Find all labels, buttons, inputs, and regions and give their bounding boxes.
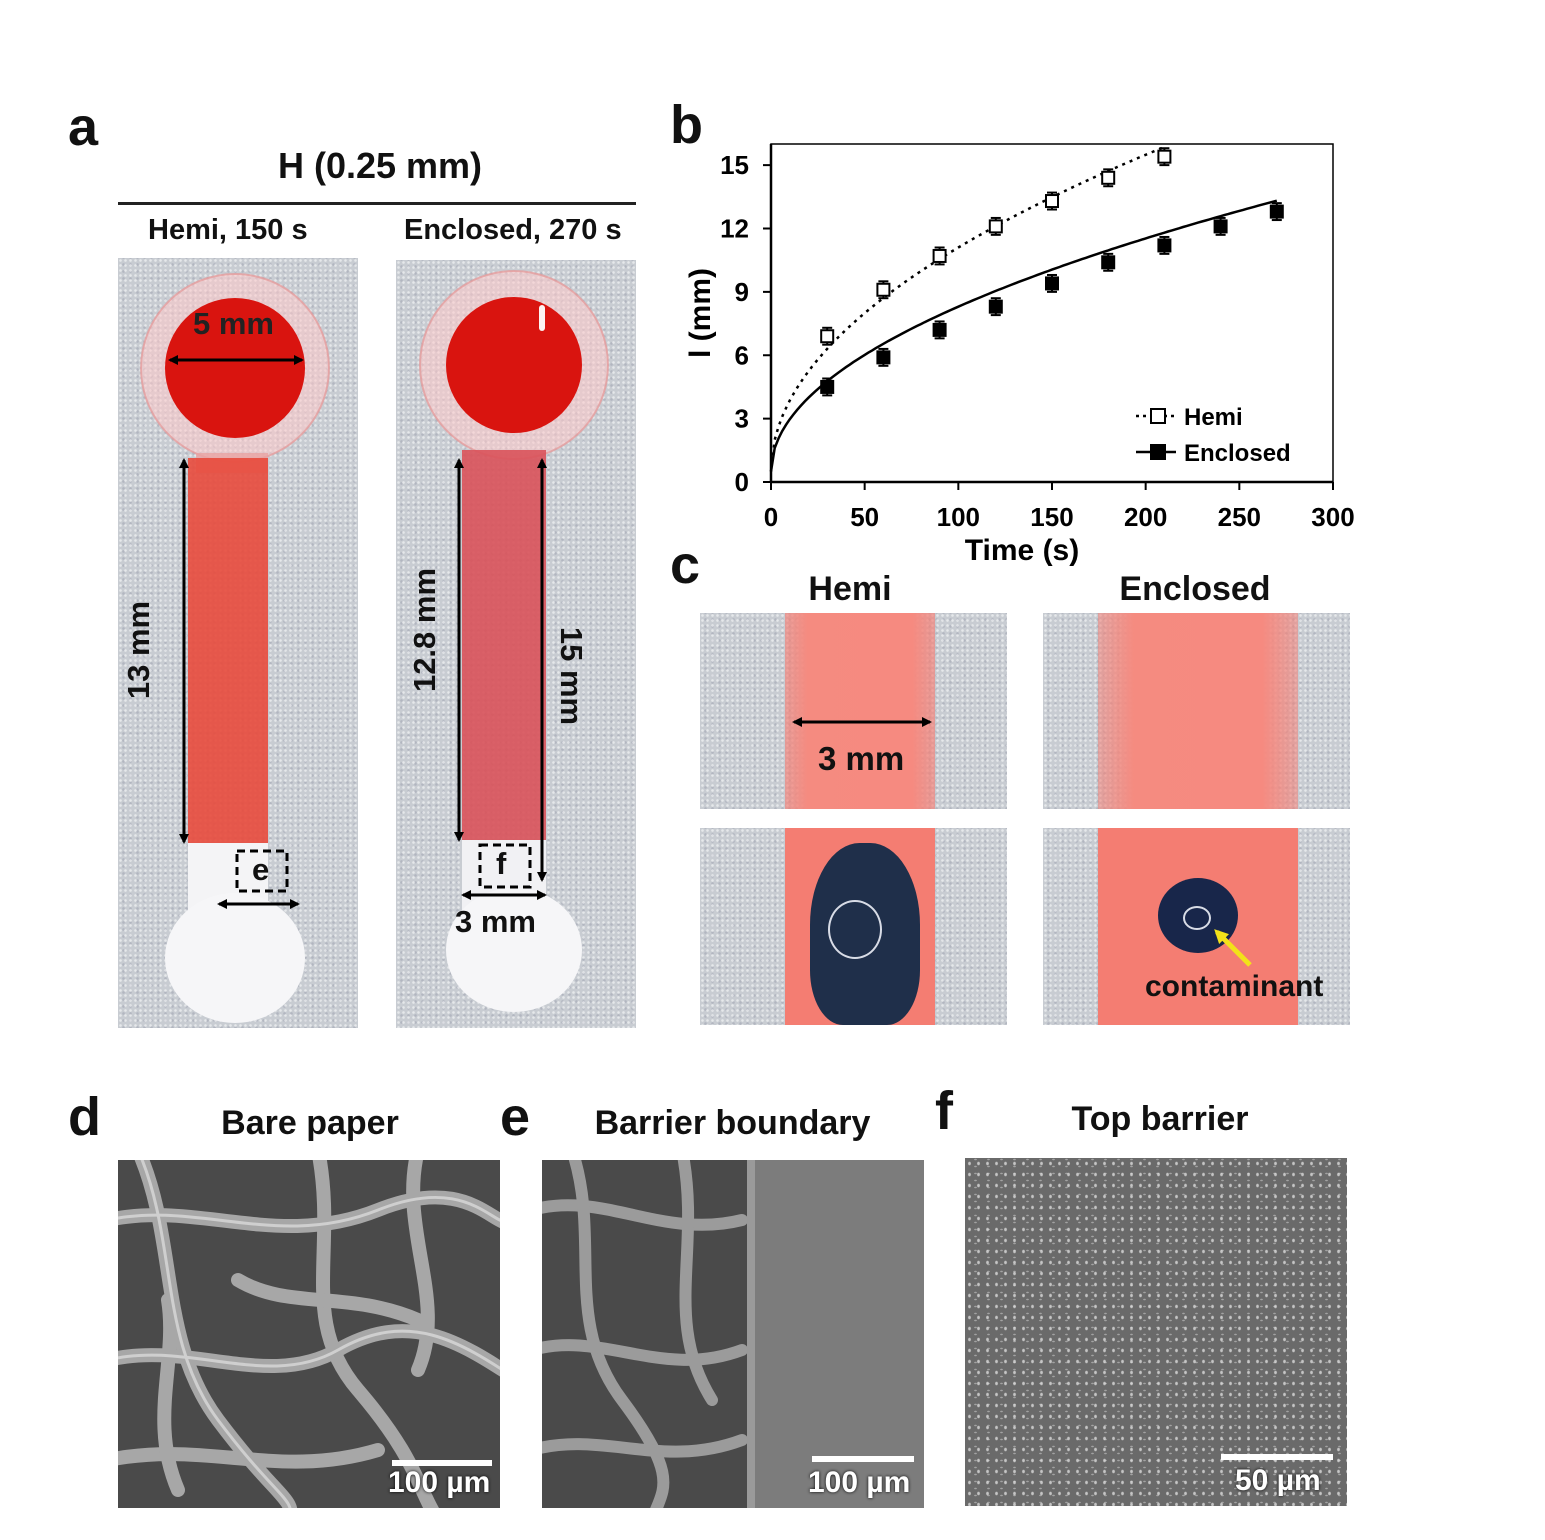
x-tick-label: 200	[1124, 502, 1167, 532]
fit-line-enclosed	[769, 199, 1278, 472]
enclosed-contaminant-photo	[1043, 828, 1350, 1025]
panel-f-letter: f	[935, 1081, 953, 1141]
y-tick-label: 15	[720, 150, 749, 180]
legend-label-enclosed: Enclosed	[1184, 440, 1291, 467]
enclosed-channel-photo	[1043, 613, 1350, 809]
legend-label-hemi: Hemi	[1184, 404, 1243, 431]
y-tick-label: 3	[735, 404, 749, 434]
sem-barrier-boundary: 100 µm	[542, 1160, 924, 1508]
box-label-f: f	[496, 846, 507, 881]
panel-c-enclosed-title: Enclosed	[1119, 570, 1271, 608]
x-tick-label: 250	[1218, 502, 1261, 532]
sem-top-barrier: 50 µm	[965, 1158, 1347, 1506]
point-enclosed	[876, 350, 891, 365]
panel-e-title: Barrier boundary	[594, 1104, 871, 1142]
scale-bar-f	[1221, 1454, 1333, 1460]
panel-c-hemi-title: Hemi	[808, 570, 892, 608]
panel-c-width-label: 3 mm	[818, 740, 905, 777]
scale-label-f: 50 µm	[1235, 1464, 1321, 1497]
hemi-device-photo	[118, 258, 358, 1028]
sem-boundary-drawing	[542, 1160, 924, 1508]
panel-f-title: Top barrier	[1071, 1100, 1249, 1138]
box-label-e: e	[252, 852, 270, 887]
point-enclosed	[1157, 238, 1172, 253]
y-tick-label: 0	[735, 467, 749, 497]
y-tick-label: 6	[735, 340, 749, 370]
panel-e-letter: e	[500, 1087, 531, 1147]
panel-a-header-rule	[118, 202, 636, 205]
point-enclosed	[1213, 219, 1228, 234]
x-tick-label: 50	[850, 502, 879, 532]
dim-label-12-8mm: 12.8 mm	[407, 567, 442, 693]
y-axis-label: l (mm)	[684, 268, 717, 358]
point-enclosed	[820, 379, 835, 394]
point-enclosed	[1101, 255, 1116, 270]
panel-b-letter: b	[670, 95, 703, 155]
point-enclosed	[1269, 204, 1284, 219]
point-enclosed	[988, 299, 1003, 314]
x-tick-label: 150	[1030, 502, 1073, 532]
point-hemi	[1157, 149, 1172, 164]
dim-label-13mm: 13 mm	[121, 600, 156, 700]
panel-a-left-title: Hemi, 150 s	[148, 214, 308, 246]
point-hemi	[876, 282, 891, 297]
point-hemi	[988, 219, 1003, 234]
point-hemi	[1045, 194, 1059, 209]
scale-bar-e	[812, 1456, 914, 1462]
sem-fibers-drawing	[118, 1160, 500, 1508]
scale-label-e: 100 µm	[808, 1466, 911, 1499]
panel-a-right-title: Enclosed, 270 s	[404, 214, 622, 246]
scale-bar-d	[392, 1460, 492, 1466]
dim-label-15mm: 15 mm	[554, 626, 589, 726]
dim-label-3mm: 3 mm	[455, 904, 536, 939]
hemi-channel-photo	[700, 613, 1007, 809]
point-hemi	[1101, 170, 1116, 185]
legend-marker-hemi	[1150, 408, 1166, 424]
point-hemi	[820, 329, 835, 344]
x-tick-label: 0	[764, 502, 778, 532]
panel-d-title: Bare paper	[221, 1104, 399, 1142]
panel-c-annotations	[792, 717, 1252, 967]
hemi-contaminant-photo	[700, 828, 1007, 1025]
panel-d-letter: d	[68, 1087, 101, 1147]
y-tick-label: 9	[735, 277, 749, 307]
panel-a-letter: a	[68, 97, 99, 157]
scale-label-d: 100 µm	[388, 1466, 491, 1499]
contaminant-label: contaminant	[1145, 970, 1324, 1003]
panel-c-letter: c	[670, 535, 701, 595]
panel-a-header: H (0.25 mm)	[277, 145, 483, 186]
x-tick-label: 100	[937, 502, 980, 532]
legend-marker-enclosed	[1150, 444, 1166, 460]
enclosed-device-photo	[396, 260, 636, 1028]
x-axis-label: Time (s)	[965, 534, 1079, 567]
panel-a-dimension-arrows	[168, 355, 547, 909]
dim-label-5mm: 5 mm	[193, 306, 274, 341]
enclosed-device-drawing	[419, 270, 609, 1012]
point-enclosed	[1045, 276, 1059, 291]
chart-b: 0 50 100 150 200 250 300 0 3 6 9 12 15 Time (s) l (mm)…	[684, 143, 1355, 567]
sem-bare-paper: 100 µm	[118, 1160, 500, 1508]
y-tick-label: 12	[720, 214, 749, 244]
x-tick-label: 300	[1311, 502, 1354, 532]
point-hemi	[932, 248, 947, 263]
point-enclosed	[932, 322, 947, 337]
fit-line-hemi	[769, 145, 1165, 472]
